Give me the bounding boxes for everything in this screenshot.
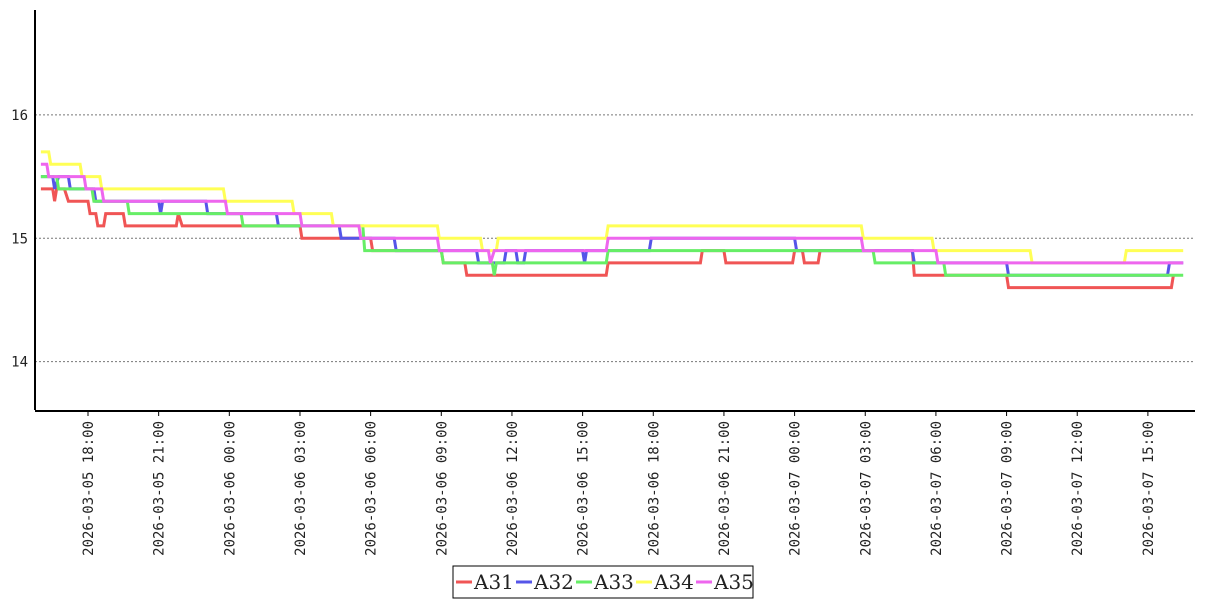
x-tick-label: 2026-03-05 18:00 (81, 421, 97, 556)
x-tick-label: 2026-03-07 00:00 (788, 421, 804, 556)
x-tick-label: 2026-03-07 03:00 (858, 421, 874, 556)
y-tick-labels: 14 15 16 (11, 108, 28, 371)
x-tick-label: 2026-03-06 06:00 (364, 421, 380, 556)
x-tick-label: 2026-03-07 15:00 (1141, 421, 1157, 556)
x-tick-label: 2026-03-07 09:00 (1000, 421, 1016, 556)
x-tick-label: 2026-03-06 21:00 (717, 421, 733, 556)
legend-label-a32: A32 (533, 570, 574, 594)
y-tick-label: 16 (11, 108, 28, 124)
legend: A31 A32 A33 A34 A35 (452, 565, 754, 599)
x-tick-label: 2026-03-06 03:00 (293, 421, 309, 556)
x-tick-label: 2026-03-07 12:00 (1070, 421, 1086, 556)
series-line-a34 (40, 150, 1184, 265)
y-tick-label: 15 (11, 231, 28, 247)
x-tick-label: 2026-03-05 21:00 (152, 421, 168, 556)
x-tick-label: 2026-03-06 12:00 (505, 421, 521, 556)
legend-label-a34: A34 (653, 570, 694, 594)
legend-label-a31: A31 (473, 570, 514, 594)
legend-label-a33: A33 (593, 570, 634, 594)
axes (34, 10, 1195, 412)
x-tick-labels: 2026-03-05 18:00 2026-03-05 21:00 2026-03-… (81, 411, 1157, 556)
y-tick-label: 14 (11, 355, 28, 371)
series-line-a35 (40, 162, 1184, 265)
x-tick-label: 2026-03-06 00:00 (222, 421, 238, 556)
x-tick-label: 2026-03-06 15:00 (576, 421, 592, 556)
x-tick-label: 2026-03-06 18:00 (646, 421, 662, 556)
x-tick-label: 2026-03-07 06:00 (929, 421, 945, 556)
x-tick-label: 2026-03-06 09:00 (434, 421, 450, 556)
series-lines (40, 150, 1184, 290)
legend-label-a35: A35 (713, 570, 754, 594)
